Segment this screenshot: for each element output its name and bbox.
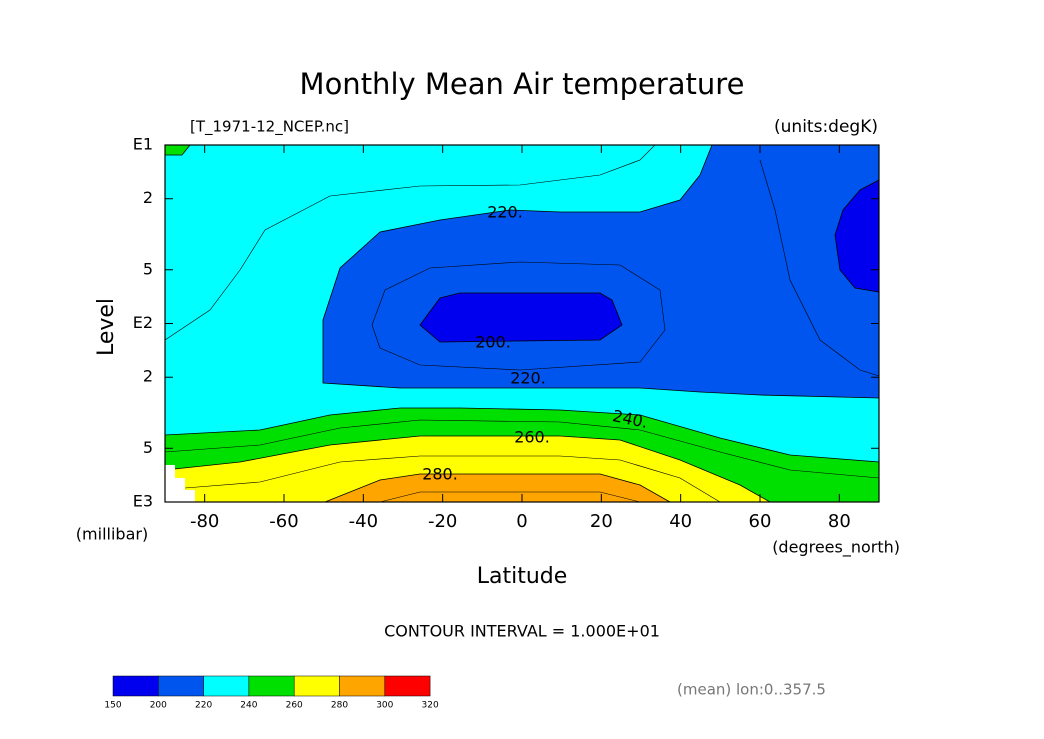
units: (units:degK) bbox=[774, 117, 878, 137]
contour-line bbox=[164, 419, 880, 479]
colorbar-label: 260 bbox=[286, 701, 303, 711]
note: (mean) lon:0..357.5 bbox=[677, 681, 826, 699]
y-tick-label: E2 bbox=[133, 313, 153, 332]
y-axis-label: Level bbox=[94, 298, 119, 356]
colorbar-box bbox=[293, 675, 340, 697]
colorbar-label: 280 bbox=[331, 701, 348, 711]
contour-plot bbox=[164, 144, 880, 503]
colorbar-box bbox=[384, 675, 431, 697]
contour-label: 260. bbox=[514, 428, 550, 447]
x-tick-label: 40 bbox=[669, 511, 692, 532]
colorbar-box bbox=[339, 675, 386, 697]
y-tick-label: 5 bbox=[143, 259, 153, 278]
x-tick-label: -40 bbox=[349, 511, 378, 532]
contour-label: 220. bbox=[510, 369, 546, 388]
x-tick-label: -20 bbox=[428, 511, 457, 532]
x-tick-label: 0 bbox=[516, 511, 527, 532]
x-tick-label: 60 bbox=[749, 511, 772, 532]
x-tick-label: 20 bbox=[590, 511, 613, 532]
colorbar-box bbox=[112, 675, 159, 697]
x-tick-label: -80 bbox=[190, 511, 219, 532]
colorbar-box bbox=[203, 675, 250, 697]
y-tick-label: 5 bbox=[143, 438, 153, 457]
contour-fill bbox=[419, 292, 623, 343]
contour-line bbox=[371, 261, 666, 371]
contour-label: 280. bbox=[422, 465, 458, 484]
y-tick-label: 2 bbox=[143, 367, 153, 386]
colorbar-box bbox=[248, 675, 295, 697]
colorbar-label: 240 bbox=[240, 701, 257, 711]
subtitle: [T_1971-12_NCEP.nc] bbox=[190, 118, 349, 137]
contour-line bbox=[184, 455, 721, 503]
x-tick-label: 80 bbox=[828, 511, 851, 532]
colorbar-box bbox=[158, 675, 204, 697]
colorbar-label: 150 bbox=[104, 701, 121, 711]
missing-data bbox=[165, 465, 195, 502]
y-tick-label: E1 bbox=[133, 135, 153, 154]
contour-fill bbox=[834, 179, 880, 293]
contour-label: 220. bbox=[487, 203, 523, 222]
y-tick-label: 2 bbox=[143, 188, 153, 207]
contour-line bbox=[759, 159, 880, 377]
x-axis-label: Latitude bbox=[477, 564, 568, 589]
contour-line bbox=[379, 491, 641, 503]
colorbar-label: 200 bbox=[150, 701, 167, 711]
y-axis-units: (millibar) bbox=[76, 525, 148, 544]
colorbar-label: 320 bbox=[422, 701, 439, 711]
x-tick-label: -60 bbox=[269, 511, 298, 532]
y-tick-label: E3 bbox=[133, 492, 153, 511]
footnote: CONTOUR INTERVAL = 1.000E+01 bbox=[384, 622, 660, 641]
chart-title: Monthly Mean Air temperature bbox=[300, 67, 745, 101]
x-axis-units: (degrees_north) bbox=[772, 538, 900, 558]
colorbar-label: 300 bbox=[376, 701, 393, 711]
contour-line bbox=[164, 144, 656, 341]
colorbar-label: 220 bbox=[195, 701, 212, 711]
contour-label: 200. bbox=[475, 333, 511, 352]
